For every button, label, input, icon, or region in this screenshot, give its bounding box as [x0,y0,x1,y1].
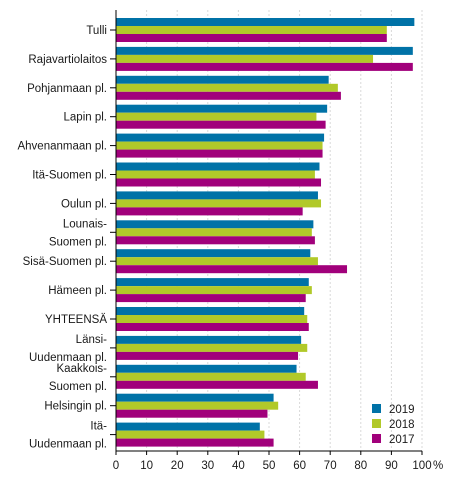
bar-2018-7 [116,228,312,237]
legend-label-2019: 2019 [389,404,415,416]
category-label-12-line1: Suomen pl. [49,381,107,393]
bar-2018-2 [116,83,338,92]
bar-2019-8 [116,249,311,258]
bar-2019-12 [116,364,297,373]
category-label-9: Hämeen pl. [48,285,107,297]
bar-2017-6 [116,207,303,216]
bar-2017-14 [116,438,274,447]
category-label-3: Lapin pl. [64,112,107,124]
bar-2019-2 [116,75,329,84]
category-label-12-line0: Kaakkois- [57,363,108,375]
x-tick-label-60: 60 [293,460,306,472]
bar-2019-13 [116,393,274,402]
category-label-0: Tulli [86,25,107,37]
bar-2018-14 [116,430,265,439]
bar-2017-9 [116,294,306,303]
bar-2019-10 [116,307,305,315]
x-tick-label-70: 70 [324,460,337,472]
bar-2019-1 [116,46,413,55]
bar-2018-4 [116,141,323,150]
legend-swatch-2019 [372,404,381,413]
x-tick-label-0: 0 [113,460,119,472]
bar-2018-12 [116,372,306,381]
bar-2019-3 [116,104,328,113]
bars [116,18,415,447]
bar-2017-5 [116,178,322,187]
category-label-8: Sisä-Suomen pl. [23,256,107,268]
category-label-11-line1: Uudenmaan pl. [29,352,107,364]
bar-2018-0 [116,26,387,34]
bar-2019-11 [116,335,302,344]
bar-2017-2 [116,91,341,100]
bar-2019-4 [116,133,325,142]
bar-2018-10 [116,315,308,323]
bar-2018-9 [116,286,312,295]
x-tick-label-20: 20 [171,460,184,472]
axes: 0 10 20 30 40 50 60 70 80 90 100% [110,10,443,472]
category-label-7-line1: Suomen pl. [49,236,107,248]
bar-2018-11 [116,343,308,352]
bar-2019-7 [116,220,314,229]
bar-2017-0 [116,34,387,42]
category-label-10: YHTEENSÄ [45,314,107,326]
bar-2017-7 [116,236,315,245]
bar-2018-13 [116,401,279,410]
bar-2017-10 [116,323,309,331]
bar-2017-8 [116,265,348,274]
category-label-13: Helsingin pl. [44,401,107,413]
category-label-7-line0: Lounais- [63,218,107,230]
bar-2019-5 [116,162,320,171]
legend-label-2017: 2017 [389,434,415,446]
x-tick-label-40: 40 [232,460,245,472]
legend: 2019 2018 2017 [372,404,415,446]
bar-2017-3 [116,120,326,129]
x-tick-label-100: 100 [412,460,431,472]
bar-2017-13 [116,409,268,418]
bar-2019-9 [116,278,309,287]
bar-2018-3 [116,112,317,121]
bar-2019-6 [116,191,318,200]
category-label-5: Itä-Suomen pl. [32,170,107,182]
legend-swatch-2017 [372,434,381,443]
bar-2017-12 [116,380,318,389]
bar-2018-5 [116,170,315,179]
x-tick-label-50: 50 [263,460,276,472]
bar-2018-8 [116,257,318,266]
category-label-14-line1: Uudenmaan pl. [29,439,107,451]
legend-label-2018: 2018 [389,419,415,431]
bar-2019-0 [116,18,415,26]
x-tick-label-30: 30 [201,460,214,472]
bar-2018-6 [116,199,322,208]
x-tick-label-90: 90 [385,460,398,472]
x-unit-label: % [433,460,443,472]
category-label-6: Oulun pl. [61,198,107,210]
category-label-11-line0: Länsi- [76,334,107,346]
category-label-1: Rajavartiolaitos [28,54,107,66]
category-label-4: Ahvenanmaan pl. [17,141,107,153]
bar-2017-4 [116,149,323,158]
category-labels: Tulli Rajavartiolaitos Pohjanmaan pl. Lapin… [17,25,107,451]
bar-2017-1 [116,62,413,71]
category-label-14-line0: Itä- [90,421,107,433]
x-tick-label-80: 80 [354,460,367,472]
x-tick-label-10: 10 [140,460,153,472]
legend-swatch-2018 [372,419,381,428]
bar-2018-1 [116,54,374,63]
bar-2017-11 [116,351,299,360]
category-label-2: Pohjanmaan pl. [27,83,107,95]
bar-2019-14 [116,422,260,431]
